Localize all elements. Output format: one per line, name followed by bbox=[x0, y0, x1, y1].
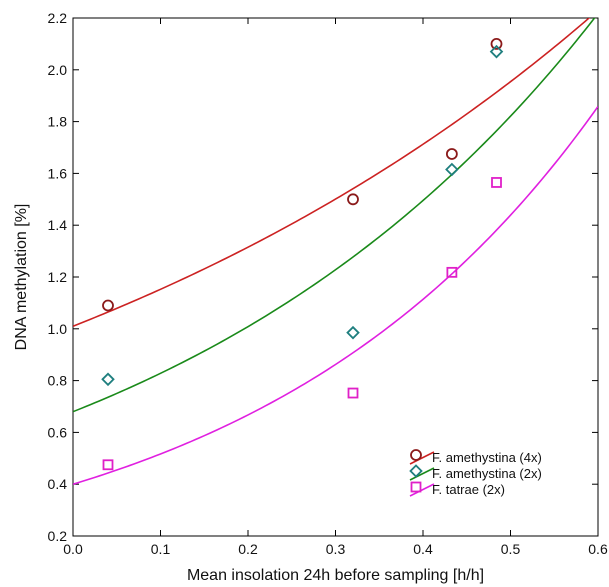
x-tick-label: 0.3 bbox=[326, 541, 346, 557]
legend-line bbox=[409, 451, 435, 465]
data-point bbox=[445, 162, 459, 177]
legend-marker bbox=[410, 449, 422, 461]
data-point bbox=[446, 266, 458, 278]
legend-line bbox=[409, 467, 435, 481]
y-tick-label: 1.6 bbox=[48, 165, 68, 181]
y-tick-label: 2.0 bbox=[48, 62, 68, 78]
legend: F. amethystina (4x)F. amethystina (2x)F.… bbox=[409, 449, 542, 497]
x-tick-label: 0.5 bbox=[501, 541, 521, 557]
data-points bbox=[101, 38, 504, 471]
fit-curve bbox=[73, 18, 596, 413]
data-point bbox=[489, 44, 504, 59]
y-tick-label: 0.8 bbox=[48, 373, 68, 389]
y-tick-label: 1.8 bbox=[48, 114, 68, 130]
fit-curves bbox=[73, 18, 598, 485]
data-point bbox=[445, 148, 458, 160]
x-axis: 0.0 0.1 0.2 0.3 0.4 0.5 0.6 bbox=[63, 18, 608, 557]
fit-curve bbox=[73, 18, 591, 327]
data-point bbox=[102, 459, 114, 471]
data-point bbox=[102, 299, 114, 312]
data-point bbox=[101, 372, 115, 387]
legend-marker bbox=[409, 464, 423, 478]
x-tick-label: 0.0 bbox=[63, 541, 83, 557]
legend-label: F. amethystina (2x) bbox=[432, 466, 542, 481]
y-tick-label: 0.2 bbox=[48, 528, 68, 544]
x-axis-title: Mean insolation 24h before sampling [h/h… bbox=[187, 567, 484, 584]
data-point bbox=[347, 193, 359, 206]
data-point bbox=[346, 325, 360, 340]
legend-label: F. amethystina (4x) bbox=[432, 450, 542, 465]
data-point bbox=[490, 38, 503, 50]
x-tick-label: 0.2 bbox=[238, 541, 258, 557]
y-axis-title: DNA methylation [%] bbox=[13, 204, 30, 351]
y-tick-label: 0.6 bbox=[48, 424, 68, 440]
fit-curve bbox=[73, 106, 598, 485]
y-tick-label: 1.2 bbox=[48, 269, 68, 285]
legend-line bbox=[409, 483, 435, 497]
x-tick-label: 0.6 bbox=[588, 541, 608, 557]
y-tick-label: 1.4 bbox=[48, 217, 68, 233]
y-tick-label: 1.0 bbox=[48, 321, 68, 337]
y-tick-label: 0.4 bbox=[48, 476, 68, 492]
x-tick-label: 0.4 bbox=[413, 541, 433, 557]
legend-marker bbox=[410, 481, 422, 493]
y-axis: 0.2 0.4 0.6 0.8 1.0 1.2 1.4 1.6 1.8 2.0 2.2 bbox=[48, 10, 598, 544]
legend-label: F. tatrae (2x) bbox=[432, 482, 505, 497]
data-point bbox=[347, 387, 359, 399]
y-tick-label: 2.2 bbox=[48, 10, 68, 26]
data-point bbox=[491, 177, 502, 188]
x-tick-label: 0.1 bbox=[151, 541, 171, 557]
